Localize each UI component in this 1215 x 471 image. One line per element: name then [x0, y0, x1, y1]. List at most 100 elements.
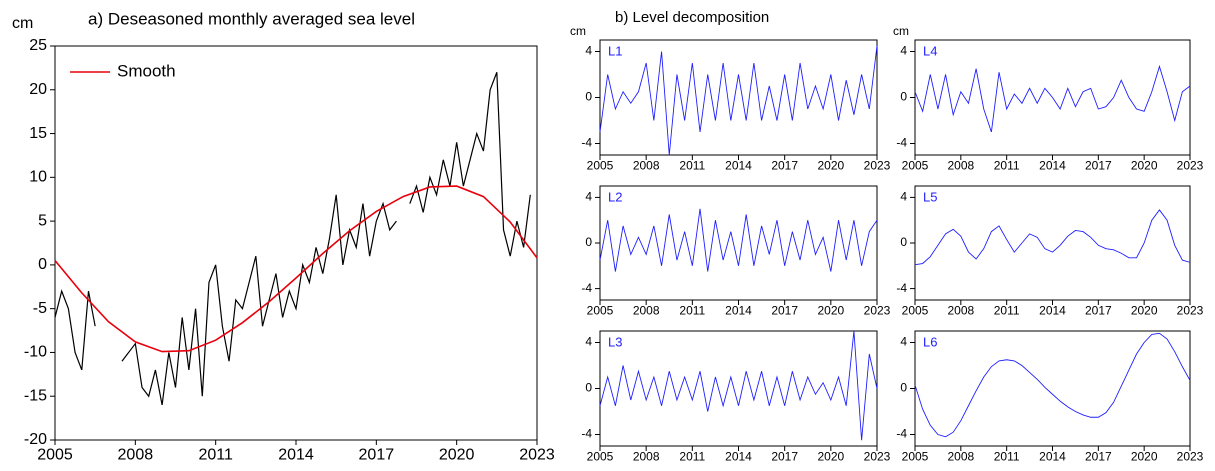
panel-label: L2: [608, 189, 622, 204]
x-tick-label: 2014: [1039, 159, 1066, 173]
x-tick-label: 2005: [587, 450, 614, 464]
x-tick-label: 2011: [679, 304, 705, 318]
x-tick-label: 2023: [1177, 450, 1204, 464]
y-tick-label: 4: [900, 190, 907, 204]
y-tick-label: 4: [900, 335, 907, 349]
y-tick-label: -4: [896, 281, 907, 295]
x-tick-label: 2014: [1039, 450, 1066, 464]
x-tick-label: 2005: [37, 446, 73, 463]
x-tick-label: 2011: [994, 159, 1020, 173]
x-tick-label: 2005: [902, 450, 929, 464]
y-tick-label: 0: [38, 256, 47, 273]
x-tick-label: 2008: [633, 304, 660, 318]
y-tick-label: 10: [29, 169, 47, 186]
x-tick-label: 2020: [817, 450, 844, 464]
y-tick-label: 4: [585, 190, 592, 204]
x-tick-label: 2020: [1131, 450, 1158, 464]
x-tick-label: 2020: [817, 159, 844, 173]
x-tick-label: 2008: [947, 159, 974, 173]
x-tick-label: 2023: [864, 450, 891, 464]
y-tick-label: 0: [900, 90, 907, 104]
chart-title: a) Deseasoned monthly averaged sea level: [88, 9, 415, 28]
data-line: [599, 330, 878, 441]
y-tick-label: 15: [29, 125, 47, 142]
x-tick-label: 2011: [679, 450, 705, 464]
x-tick-label: 2023: [1177, 159, 1204, 173]
plot-frame: [914, 330, 1191, 447]
y-tick-label: -4: [581, 427, 592, 441]
x-tick-label: 2017: [771, 304, 798, 318]
y-tick-label: 0: [585, 381, 592, 395]
y-tick-label: -10: [24, 344, 47, 361]
x-tick-label: 2017: [771, 450, 798, 464]
y-axis-label: cm: [570, 24, 586, 38]
x-tick-label: 2005: [902, 159, 929, 173]
x-tick-label: 2005: [587, 304, 614, 318]
y-tick-label: -5: [33, 300, 47, 317]
x-tick-label: 2014: [725, 304, 752, 318]
y-tick-label: 25: [29, 37, 47, 54]
y-tick-label: 0: [900, 381, 907, 395]
y-tick-label: 4: [585, 335, 592, 349]
x-tick-label: 2014: [278, 446, 314, 463]
y-axis-label: cm: [12, 15, 33, 32]
x-tick-label: 2011: [994, 304, 1020, 318]
plot-frame: [599, 39, 878, 156]
y-tick-label: 4: [585, 44, 592, 58]
y-tick-label: -4: [896, 136, 907, 150]
x-tick-label: 2020: [439, 446, 475, 463]
data-line: [599, 45, 878, 156]
x-tick-label: 2023: [864, 304, 891, 318]
x-tick-label: 2020: [1131, 159, 1158, 173]
panel-label: L6: [923, 334, 937, 349]
data-line: [914, 332, 1191, 438]
y-tick-label: -15: [24, 387, 47, 404]
y-tick-label: 20: [29, 81, 47, 98]
x-tick-label: 2020: [1131, 304, 1158, 318]
y-tick-label: 4: [900, 44, 907, 58]
y-tick-label: 0: [585, 90, 592, 104]
plot-frame: [599, 330, 878, 447]
data-line: [54, 185, 538, 353]
x-tick-label: 2017: [1085, 450, 1112, 464]
y-tick-label: 0: [585, 235, 592, 249]
plot-frame: [914, 185, 1191, 301]
y-tick-label: 5: [38, 212, 47, 229]
y-tick-label: 0: [900, 235, 907, 249]
panel-label: L5: [923, 189, 937, 204]
y-tick-label: -4: [896, 427, 907, 441]
x-tick-label: 2023: [1177, 304, 1204, 318]
x-tick-label: 2014: [725, 450, 752, 464]
x-tick-label: 2008: [118, 446, 154, 463]
y-tick-label: -4: [581, 281, 592, 295]
x-tick-label: 2017: [359, 446, 395, 463]
chart-title: b) Level decomposition: [615, 9, 769, 26]
x-tick-label: 2017: [1085, 304, 1112, 318]
x-tick-label: 2008: [947, 450, 974, 464]
data-line: [599, 208, 878, 272]
x-tick-label: 2011: [198, 446, 233, 463]
x-tick-label: 2005: [587, 159, 614, 173]
data-line: [914, 64, 1191, 133]
panel-label: L3: [608, 334, 622, 349]
x-tick-label: 2008: [633, 450, 660, 464]
x-tick-label: 2023: [864, 159, 891, 173]
data-line: [54, 72, 531, 406]
data-line: [914, 209, 1191, 266]
y-axis-label: cm: [893, 24, 909, 38]
panel-label: L1: [608, 43, 622, 58]
x-tick-label: 2020: [817, 304, 844, 318]
y-tick-label: -20: [24, 431, 47, 448]
x-tick-label: 2017: [1085, 159, 1112, 173]
x-tick-label: 2008: [947, 304, 974, 318]
legend-label: Smooth: [117, 61, 176, 80]
x-tick-label: 2014: [725, 159, 752, 173]
plot-frame: [54, 45, 538, 441]
x-tick-label: 2023: [519, 446, 555, 463]
x-tick-label: 2014: [1039, 304, 1066, 318]
x-tick-label: 2017: [771, 159, 798, 173]
x-tick-label: 2011: [994, 450, 1020, 464]
y-tick-label: -4: [581, 136, 592, 150]
